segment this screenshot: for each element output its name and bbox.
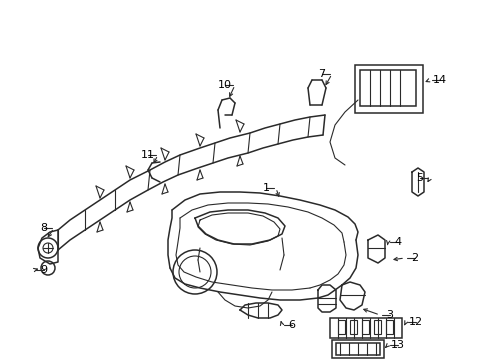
Bar bbox=[359, 70, 415, 106]
Bar bbox=[337, 320, 345, 334]
Text: 9: 9 bbox=[41, 265, 47, 275]
Bar bbox=[354, 65, 422, 113]
Bar bbox=[373, 320, 380, 334]
Text: 7: 7 bbox=[318, 69, 325, 79]
Text: 1: 1 bbox=[262, 183, 269, 193]
Text: 6: 6 bbox=[288, 320, 295, 330]
Text: 2: 2 bbox=[410, 253, 418, 263]
Text: 4: 4 bbox=[394, 237, 401, 247]
Bar bbox=[361, 320, 368, 334]
Bar bbox=[385, 320, 392, 334]
Text: 10: 10 bbox=[218, 80, 231, 90]
Text: 5: 5 bbox=[416, 173, 423, 183]
Text: 8: 8 bbox=[41, 223, 47, 233]
Text: 12: 12 bbox=[408, 317, 422, 327]
Bar bbox=[329, 318, 401, 338]
Text: 13: 13 bbox=[390, 340, 404, 350]
Text: 11: 11 bbox=[141, 150, 155, 160]
Text: 3: 3 bbox=[386, 310, 393, 320]
Bar bbox=[335, 343, 379, 355]
Bar bbox=[331, 340, 383, 358]
Bar bbox=[349, 320, 356, 334]
Text: 14: 14 bbox=[432, 75, 446, 85]
